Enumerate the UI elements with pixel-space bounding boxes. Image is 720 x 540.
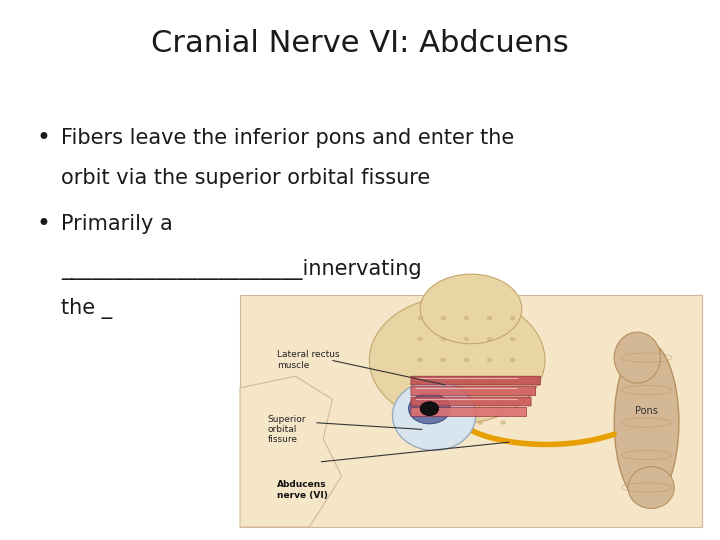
FancyBboxPatch shape: [411, 408, 526, 416]
Ellipse shape: [418, 379, 423, 383]
Ellipse shape: [408, 400, 414, 404]
Ellipse shape: [392, 381, 476, 450]
Text: •: •: [36, 126, 50, 150]
Ellipse shape: [487, 358, 492, 362]
Ellipse shape: [441, 316, 446, 320]
Ellipse shape: [487, 379, 492, 383]
Text: Fibers leave the inferior pons and enter the: Fibers leave the inferior pons and enter…: [61, 127, 515, 148]
Ellipse shape: [510, 316, 516, 320]
Ellipse shape: [431, 421, 437, 424]
Ellipse shape: [418, 358, 423, 362]
Ellipse shape: [464, 337, 469, 341]
Text: orbit via the superior orbital fissure: orbit via the superior orbital fissure: [61, 168, 431, 188]
Ellipse shape: [418, 316, 423, 320]
FancyBboxPatch shape: [411, 387, 536, 395]
Ellipse shape: [441, 337, 446, 341]
Ellipse shape: [487, 316, 492, 320]
Ellipse shape: [510, 337, 516, 341]
Text: Pons: Pons: [635, 406, 658, 416]
Ellipse shape: [441, 358, 446, 362]
Ellipse shape: [628, 467, 674, 509]
Text: •: •: [36, 212, 50, 236]
Ellipse shape: [418, 337, 423, 341]
Text: Primarily a: Primarily a: [61, 214, 173, 234]
FancyBboxPatch shape: [411, 397, 531, 406]
Text: _______________________innervating: _______________________innervating: [61, 260, 422, 280]
Ellipse shape: [441, 379, 446, 383]
Ellipse shape: [487, 337, 492, 341]
Ellipse shape: [454, 421, 460, 424]
FancyBboxPatch shape: [411, 376, 540, 385]
Text: Cranial Nerve VI: Abdcuens: Cranial Nerve VI: Abdcuens: [151, 29, 569, 58]
Ellipse shape: [510, 379, 516, 383]
Ellipse shape: [454, 400, 460, 404]
Ellipse shape: [500, 400, 506, 404]
Ellipse shape: [464, 358, 469, 362]
Ellipse shape: [614, 341, 679, 504]
Ellipse shape: [464, 379, 469, 383]
Polygon shape: [240, 376, 341, 527]
Ellipse shape: [409, 394, 450, 424]
Ellipse shape: [420, 402, 438, 416]
Ellipse shape: [477, 400, 483, 404]
FancyBboxPatch shape: [240, 295, 702, 527]
Ellipse shape: [369, 296, 545, 424]
Ellipse shape: [420, 274, 522, 344]
Ellipse shape: [510, 358, 516, 362]
Ellipse shape: [431, 400, 437, 404]
Ellipse shape: [614, 332, 660, 383]
Text: Abducens
nerve (VI): Abducens nerve (VI): [277, 480, 328, 500]
Text: Superior
orbital
fissure: Superior orbital fissure: [268, 415, 306, 444]
Ellipse shape: [477, 421, 483, 424]
Ellipse shape: [464, 316, 469, 320]
Ellipse shape: [408, 421, 414, 424]
Text: the _: the _: [61, 299, 112, 319]
Ellipse shape: [500, 421, 506, 424]
Text: Lateral rectus
muscle: Lateral rectus muscle: [277, 350, 340, 370]
